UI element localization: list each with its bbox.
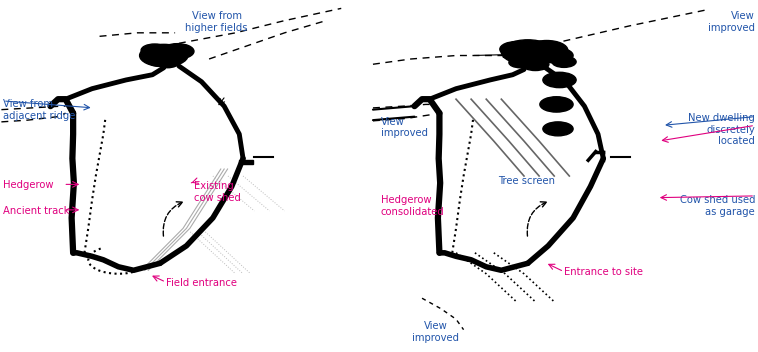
Circle shape bbox=[141, 44, 168, 57]
Text: Hedgerow
consolidated: Hedgerow consolidated bbox=[381, 195, 444, 217]
Text: View
improved: View improved bbox=[381, 117, 428, 138]
Circle shape bbox=[161, 44, 194, 59]
Text: Existing
cow shed: Existing cow shed bbox=[194, 181, 241, 203]
Text: Field entrance: Field entrance bbox=[166, 277, 237, 288]
Text: Tree screen: Tree screen bbox=[498, 176, 555, 186]
Circle shape bbox=[525, 40, 568, 60]
Circle shape bbox=[541, 49, 572, 63]
Circle shape bbox=[540, 48, 573, 63]
Text: View
improved: View improved bbox=[708, 11, 755, 33]
Circle shape bbox=[540, 97, 573, 112]
Circle shape bbox=[543, 122, 573, 136]
FancyBboxPatch shape bbox=[240, 159, 253, 164]
Circle shape bbox=[156, 57, 179, 68]
Circle shape bbox=[552, 56, 576, 67]
Circle shape bbox=[509, 57, 531, 68]
Circle shape bbox=[543, 72, 576, 88]
Circle shape bbox=[149, 58, 167, 66]
Text: View
improved: View improved bbox=[412, 321, 459, 342]
Text: Ancient track: Ancient track bbox=[3, 206, 70, 216]
Text: View from
higher fields: View from higher fields bbox=[186, 11, 248, 33]
Text: New dwelling
discretely
located: New dwelling discretely located bbox=[688, 113, 755, 146]
Text: Cow shed used
as garage: Cow shed used as garage bbox=[680, 195, 755, 217]
Circle shape bbox=[522, 58, 549, 70]
Text: View from
adjacent ridge: View from adjacent ridge bbox=[3, 99, 75, 121]
Text: Entrance to site: Entrance to site bbox=[564, 267, 643, 277]
Circle shape bbox=[501, 40, 554, 64]
Circle shape bbox=[500, 42, 533, 57]
Text: Hedgerow: Hedgerow bbox=[3, 180, 53, 190]
Circle shape bbox=[139, 44, 188, 67]
